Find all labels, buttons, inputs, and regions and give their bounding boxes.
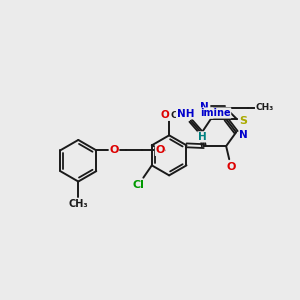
Text: CH₃: CH₃	[171, 111, 189, 120]
Text: N: N	[239, 130, 248, 140]
Text: N: N	[204, 108, 213, 118]
Text: Cl: Cl	[132, 180, 144, 190]
Text: imine: imine	[200, 108, 231, 118]
Text: S: S	[239, 116, 247, 127]
Text: O: O	[155, 145, 165, 155]
Text: CH₃: CH₃	[68, 199, 88, 209]
Text: N: N	[200, 102, 209, 112]
Text: CH₃: CH₃	[256, 103, 274, 112]
Text: H: H	[198, 132, 207, 142]
Text: O: O	[226, 162, 236, 172]
Text: O: O	[109, 145, 119, 155]
Text: O: O	[161, 110, 170, 120]
Text: NH: NH	[177, 109, 194, 119]
